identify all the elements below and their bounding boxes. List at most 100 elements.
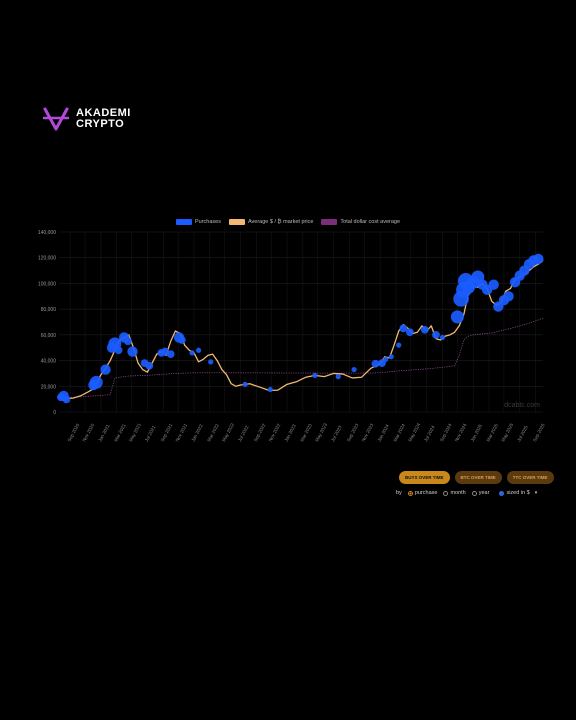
purchase-point xyxy=(177,336,186,344)
y-tick-label: 120,000 xyxy=(38,256,56,262)
radio-label-purchase: purchase xyxy=(414,490,438,496)
brand-name-line1: AKADEMI xyxy=(76,107,131,119)
legend-item-purchases[interactable]: Purchases xyxy=(175,219,221,225)
x-tick-label: Nov 2022 xyxy=(268,422,282,442)
x-tick-label: Jul 2024 xyxy=(423,424,436,442)
chart-legend: Purchases Average $ / ₿ market price Tot… xyxy=(0,219,576,225)
series-line-total-dollar-cost-average xyxy=(58,317,544,399)
purchase-point xyxy=(335,374,341,380)
sized-in-dollars-toggle[interactable]: sized in $ ▾ xyxy=(499,490,537,496)
purchase-point xyxy=(406,328,414,337)
x-tick-label: May 2023 xyxy=(314,422,328,443)
chevron-down-icon: ▾ xyxy=(534,490,538,496)
purchase-point xyxy=(439,334,446,341)
x-tick-label: May 2025 xyxy=(500,422,514,443)
btc-over-time-button[interactable]: BTC OVER TIME xyxy=(454,471,502,484)
x-tick-label: Jul 2023 xyxy=(330,424,343,442)
radio-month[interactable]: month xyxy=(443,490,466,496)
purchase-point xyxy=(127,346,138,357)
purchase-point xyxy=(189,350,195,356)
x-tick-label: Mar 2022 xyxy=(206,423,220,443)
sized-label: sized in $ xyxy=(506,490,530,496)
x-tick-label: Mar 2023 xyxy=(299,423,313,443)
legend-swatch-average xyxy=(321,219,338,225)
brand-name-line2: CRYPTO xyxy=(76,118,125,130)
x-tick-label: Jan 2022 xyxy=(190,423,203,442)
radio-dot-purchase xyxy=(407,490,413,496)
legend-label-price: Average $ / ₿ market price xyxy=(247,219,314,225)
x-tick-label: Jan 2021 xyxy=(97,423,110,442)
y-tick-label: 0 xyxy=(53,410,56,416)
purchase-point xyxy=(399,324,408,333)
x-tick-label: Sep 2025 xyxy=(532,422,546,442)
x-tick-label: Sep 2022 xyxy=(253,422,267,442)
legend-swatch-purchases xyxy=(175,219,192,225)
purchase-point xyxy=(312,372,318,378)
purchase-point xyxy=(196,347,202,353)
grouping-controls: by purchase month year sized in $ ▾ xyxy=(396,490,537,496)
legend-item-average[interactable]: Total dollar cost average xyxy=(321,219,400,225)
x-tick-label: Sep 2024 xyxy=(439,422,453,442)
x-tick-label: Jan 2023 xyxy=(284,423,297,442)
purchase-point xyxy=(533,253,544,265)
x-tick-label: Nov 2021 xyxy=(175,422,189,442)
y-tick-label: 80,000 xyxy=(41,307,57,313)
legend-label-purchases: Purchases xyxy=(194,219,221,225)
y-tick-label: 20,000 xyxy=(41,384,57,390)
sized-dot-icon xyxy=(499,490,505,496)
purchase-point xyxy=(62,395,71,404)
legend-item-price[interactable]: Average $ / ₿ market price xyxy=(228,219,314,225)
purchase-point xyxy=(145,361,154,370)
purchase-point xyxy=(396,342,402,348)
x-tick-label: Nov 2024 xyxy=(454,422,468,442)
x-tick-label: Jul 2025 xyxy=(516,424,529,442)
x-tick-label: Nov 2020 xyxy=(82,422,96,442)
buys-over-time-button[interactable]: BUYS OVER TIME xyxy=(399,471,450,484)
purchase-point xyxy=(89,375,103,389)
x-tick-label: Mar 2021 xyxy=(113,423,127,443)
purchase-point xyxy=(450,310,464,324)
x-tick-label: Nov 2023 xyxy=(361,422,375,442)
purchase-point xyxy=(100,364,111,375)
x-tick-label: Jul 2021 xyxy=(144,424,157,442)
radio-purchase[interactable]: purchase xyxy=(407,490,438,496)
y-tick-label: 40,000 xyxy=(41,359,57,365)
purchase-point xyxy=(166,350,175,359)
purchase-point xyxy=(242,381,248,387)
x-tick-label: Mar 2025 xyxy=(485,423,499,443)
legend-swatch-price xyxy=(228,219,245,225)
y-tick-label: 140,000 xyxy=(38,230,56,236)
radio-year[interactable]: year xyxy=(471,490,490,496)
view-button-row: BUYS OVER TIME BTC OVER TIME TTC OVER TI… xyxy=(399,471,554,484)
ttc-over-time-button[interactable]: TTC OVER TIME xyxy=(506,471,554,484)
purchase-point xyxy=(123,337,132,346)
x-tick-label: Jul 2022 xyxy=(237,424,250,442)
legend-label-average: Total dollar cost average xyxy=(340,219,401,225)
akademi-logo-icon xyxy=(42,107,70,131)
purchase-point xyxy=(388,354,394,360)
purchase-point xyxy=(420,325,429,334)
purchase-point xyxy=(114,346,123,355)
radio-dot-month xyxy=(443,490,449,496)
x-tick-label: Jan 2025 xyxy=(470,423,483,442)
x-tick-label: Sep 2020 xyxy=(67,422,81,442)
by-label: by xyxy=(396,490,402,496)
purchase-point xyxy=(488,279,499,290)
radio-label-year: year xyxy=(478,490,490,496)
x-tick-label: May 2022 xyxy=(221,422,235,443)
y-tick-label: 60,000 xyxy=(41,333,57,339)
x-tick-label: Sep 2021 xyxy=(160,422,174,442)
x-tick-label: May 2021 xyxy=(128,422,142,443)
purchase-point xyxy=(503,291,514,302)
x-tick-label: May 2024 xyxy=(407,422,421,443)
purchase-point xyxy=(371,359,380,368)
purchase-point xyxy=(351,366,357,373)
y-tick-label: 100,000 xyxy=(38,281,56,287)
x-tick-label: Jan 2024 xyxy=(377,423,390,442)
purchase-point xyxy=(383,356,389,362)
x-tick-label: Sep 2023 xyxy=(346,422,360,442)
radio-dot-year xyxy=(471,490,477,496)
purchase-point xyxy=(378,359,386,368)
watermark-text: dcabtc.com xyxy=(504,402,540,409)
